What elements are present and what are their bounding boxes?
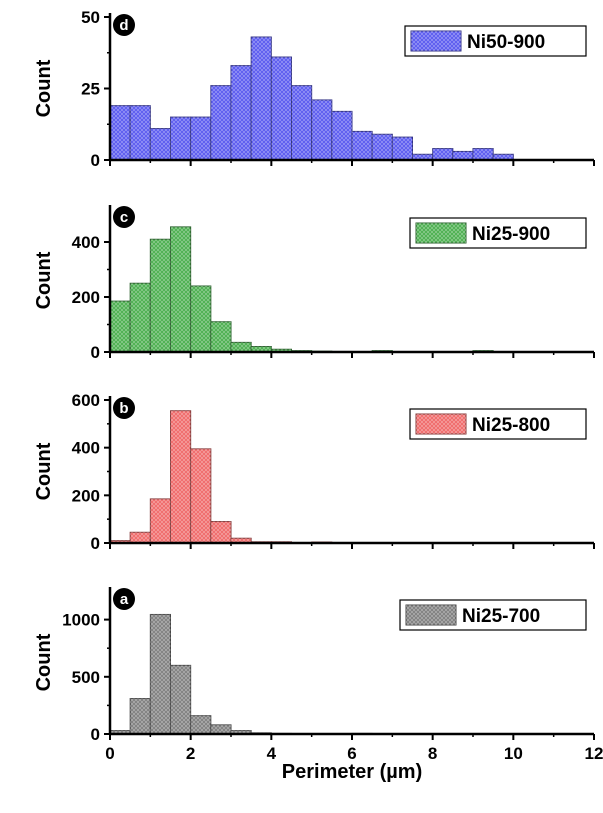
bar-hatch bbox=[412, 154, 433, 160]
bar-hatch bbox=[210, 321, 231, 352]
bar-hatch bbox=[432, 148, 453, 160]
panel-letter-badge bbox=[113, 397, 135, 419]
y-axis-title: Count bbox=[33, 442, 55, 500]
panel-c: 0 200 400 Count c Ni25-900 bbox=[33, 205, 595, 362]
bar-hatch bbox=[130, 283, 151, 352]
bar-hatch bbox=[352, 131, 373, 160]
x-tick-label: 10 bbox=[504, 744, 523, 763]
bar-hatch bbox=[110, 730, 131, 734]
bar-hatch bbox=[130, 698, 151, 734]
panel-letter: b bbox=[119, 400, 128, 417]
bar-hatch bbox=[130, 105, 151, 160]
panel-letter: c bbox=[120, 209, 128, 226]
legend-label: Ni25-800 bbox=[472, 415, 550, 436]
bar-hatch bbox=[452, 151, 473, 160]
x-tick-label: 8 bbox=[428, 744, 437, 763]
bar-hatch bbox=[392, 137, 413, 160]
legend: Ni25-800 bbox=[409, 408, 587, 440]
y-tick-label: 0 bbox=[91, 534, 100, 553]
bar-hatch bbox=[271, 349, 292, 352]
y-tick-label: 400 bbox=[72, 233, 100, 252]
x-tick-label: 12 bbox=[585, 744, 603, 763]
bar-hatch bbox=[150, 498, 171, 543]
panel-letter-badge bbox=[113, 206, 135, 228]
bar-hatch bbox=[331, 111, 352, 160]
y-tick-label: 0 bbox=[91, 151, 100, 170]
y-tick-label: 400 bbox=[72, 439, 100, 458]
bar-hatch bbox=[231, 730, 252, 734]
y-tick-label: 0 bbox=[91, 343, 100, 362]
panel-letter: a bbox=[120, 591, 129, 608]
y-tick-label: 500 bbox=[72, 668, 100, 687]
bar-hatch bbox=[190, 286, 211, 352]
x-axis-title: Perimeter (µm) bbox=[282, 761, 422, 783]
bar-hatch bbox=[190, 117, 211, 160]
legend: Ni50-900 bbox=[404, 25, 587, 57]
bar-hatch bbox=[170, 117, 191, 160]
bar-hatch bbox=[271, 57, 292, 160]
bar-hatch bbox=[251, 37, 272, 160]
bar-hatch bbox=[473, 148, 494, 160]
y-tick-label: 1000 bbox=[62, 611, 100, 630]
bar-hatch bbox=[231, 538, 252, 543]
x-tick-label: 0 bbox=[105, 744, 114, 763]
bar-hatch bbox=[210, 521, 231, 543]
y-axis-title: Count bbox=[33, 251, 55, 309]
legend: Ni25-900 bbox=[409, 217, 587, 249]
panel-letter: d bbox=[119, 17, 128, 34]
panels-layer: 02550CountdNi50-9000200400CountcNi25-900… bbox=[33, 8, 603, 763]
bar-hatch bbox=[291, 85, 312, 160]
y-tick-label: 200 bbox=[72, 288, 100, 307]
bar-hatch bbox=[311, 99, 332, 160]
panel-a: 0 500 1000 0 2 4 6 8 10 12 Count a Ni25-700 bbox=[33, 587, 603, 763]
bar-hatch bbox=[150, 239, 171, 352]
y-tick-label: 25 bbox=[81, 80, 100, 99]
x-tick-label: 4 bbox=[267, 744, 277, 763]
bar-hatch bbox=[251, 346, 272, 352]
bar-hatch bbox=[110, 301, 131, 352]
bar-hatch bbox=[231, 65, 252, 160]
bar-hatch bbox=[110, 105, 131, 160]
bar-hatch bbox=[231, 342, 252, 352]
bar-hatch bbox=[210, 85, 231, 160]
y-axis-title: Count bbox=[33, 633, 55, 691]
bar-hatch bbox=[170, 665, 191, 734]
bar-hatch bbox=[493, 154, 514, 160]
legend-swatch-hatch bbox=[416, 223, 466, 243]
bar-hatch bbox=[190, 448, 211, 543]
legend-label: Ni50-900 bbox=[467, 32, 545, 53]
legend-swatch-hatch bbox=[411, 31, 461, 51]
panel-letter-badge bbox=[113, 14, 135, 36]
legend-label: Ni25-700 bbox=[462, 606, 540, 627]
y-tick-label: 600 bbox=[72, 391, 100, 410]
panel-letter-badge bbox=[113, 588, 135, 610]
bar-hatch bbox=[130, 532, 151, 543]
panel-b: 0 200 400 600 Count b Ni25-800 bbox=[33, 391, 595, 553]
legend-swatch-hatch bbox=[406, 605, 456, 625]
x-tick-label: 2 bbox=[186, 744, 195, 763]
bar-hatch bbox=[170, 410, 191, 543]
y-tick-label: 0 bbox=[91, 725, 100, 744]
bar-hatch bbox=[150, 614, 171, 734]
legend: Ni25-700 bbox=[399, 599, 587, 631]
y-axis-title: Count bbox=[33, 59, 55, 117]
panel-d: 0 25 50 Count d Ni50-900 bbox=[33, 8, 595, 170]
legend-swatch-hatch bbox=[416, 414, 466, 434]
bar-hatch bbox=[190, 715, 211, 734]
bar-hatch bbox=[150, 128, 171, 160]
bar-hatch bbox=[170, 226, 191, 352]
bar-hatch bbox=[210, 724, 231, 734]
bar-hatch bbox=[372, 134, 393, 160]
legend-label: Ni25-900 bbox=[472, 224, 550, 245]
x-tick-label: 6 bbox=[347, 744, 356, 763]
y-tick-label: 50 bbox=[81, 8, 100, 27]
y-tick-label: 200 bbox=[72, 486, 100, 505]
